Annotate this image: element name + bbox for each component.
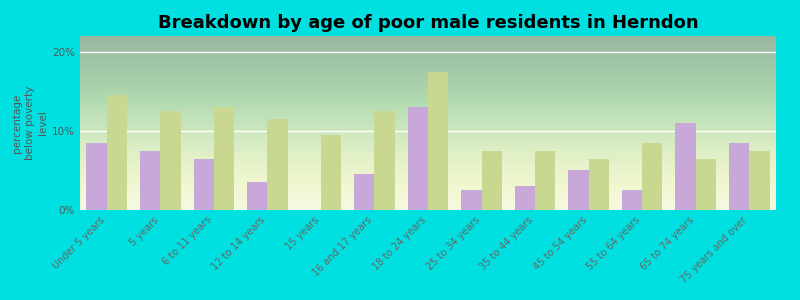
- Bar: [194, 159, 214, 210]
- Bar: [428, 72, 448, 210]
- Bar: [247, 182, 267, 210]
- Bar: [696, 159, 716, 210]
- Bar: [86, 143, 106, 210]
- Bar: [160, 111, 181, 210]
- Bar: [568, 170, 589, 210]
- Bar: [482, 151, 502, 210]
- Bar: [535, 151, 555, 210]
- Bar: [106, 95, 127, 210]
- Bar: [354, 174, 374, 210]
- Bar: [514, 186, 535, 210]
- Title: Breakdown by age of poor male residents in Herndon: Breakdown by age of poor male residents …: [158, 14, 698, 32]
- Bar: [675, 123, 696, 210]
- Bar: [408, 107, 428, 210]
- Bar: [374, 111, 395, 210]
- Bar: [750, 151, 770, 210]
- Y-axis label: percentage
below poverty
level: percentage below poverty level: [11, 86, 48, 160]
- Bar: [140, 151, 160, 210]
- Bar: [461, 190, 482, 210]
- Bar: [214, 107, 234, 210]
- Bar: [642, 143, 662, 210]
- Bar: [267, 119, 288, 210]
- Bar: [622, 190, 642, 210]
- Bar: [589, 159, 609, 210]
- Bar: [321, 135, 342, 210]
- Bar: [729, 143, 750, 210]
